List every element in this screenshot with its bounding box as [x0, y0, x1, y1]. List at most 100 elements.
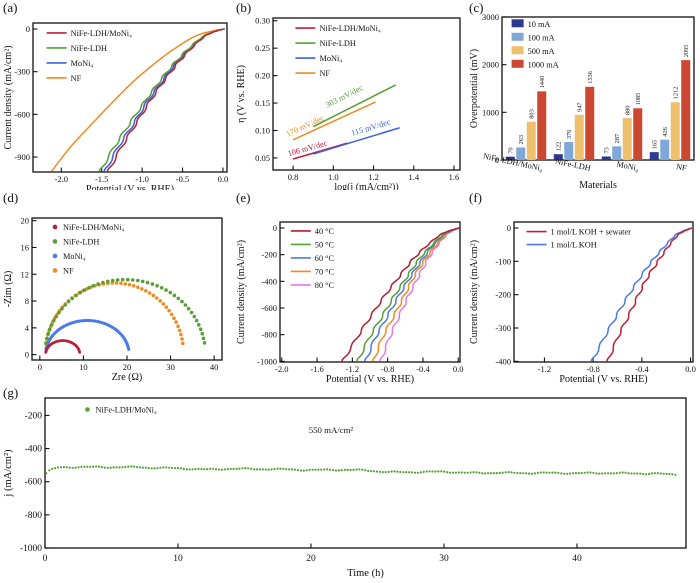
nyquist-dot-NiFe-LDH	[82, 288, 87, 292]
stability-dot	[399, 470, 402, 474]
stability-dot	[592, 471, 595, 474]
panel-f: (f) -1.2 -0.8 -0.4 0.0 0 -100 -200 -300 -400 Pote…	[466, 190, 699, 385]
y-axis-title: Current density (mA/cm²)	[469, 240, 480, 344]
stability-dot	[674, 473, 677, 476]
nyquist-dot-NiFe-LDH	[194, 318, 199, 323]
nyquist-dot-NF	[169, 312, 174, 317]
x-tick-label: -1.5	[95, 174, 108, 184]
y-tick-label: -200	[25, 411, 43, 421]
stability-dot	[454, 471, 457, 474]
y-tick-label: 20	[21, 216, 30, 226]
plot-frame	[31, 217, 223, 361]
y-tick-label: 0.25	[255, 43, 270, 53]
stability-dot	[355, 468, 358, 471]
stability-dot	[519, 472, 522, 475]
stability-dot	[642, 472, 645, 476]
y-tick-label: -900	[14, 152, 30, 162]
plot-frame	[272, 17, 461, 171]
y-tick-label: 0	[273, 223, 277, 233]
stability-dot	[364, 469, 367, 472]
panel-g: (g) 0 10 20 30 40 -200 -400 -600 -800 -1000 Time (…	[0, 385, 700, 583]
stability-dot	[574, 471, 578, 475]
nyquist-dot-NiFe-LDH	[49, 323, 54, 327]
stability-dot	[510, 471, 513, 474]
stability-dot	[428, 470, 431, 473]
stability-dot	[118, 466, 121, 469]
stability-dot	[440, 470, 443, 473]
y-tick-label: -400	[261, 276, 277, 286]
stability-dot	[334, 469, 338, 472]
stability-dot	[504, 471, 507, 474]
legend-label: 1000 mA	[528, 60, 559, 69]
stability-dot	[182, 467, 185, 471]
x-tick-label: 0.0	[453, 364, 464, 374]
stability-dot	[396, 470, 399, 473]
nyquist-dot-MoNi₄	[127, 347, 131, 351]
stability-dot	[282, 467, 285, 470]
nyquist-dot-NF	[181, 341, 185, 346]
stability-dot	[320, 468, 323, 471]
chart-overpotential-bars: 0 1000 2000 3000 Materials Overpotential (mV)…	[469, 12, 695, 190]
stability-dot	[238, 467, 241, 470]
stability-dot	[636, 472, 639, 475]
nyquist-dot-NiFe-LDH	[145, 280, 150, 285]
stability-dot	[273, 467, 276, 471]
stability-dot	[352, 468, 355, 471]
x-tick-label: 0.8	[288, 172, 299, 182]
y-tick-label: 0.15	[255, 98, 270, 108]
stability-dot	[54, 467, 57, 470]
legend-dot-swatch	[52, 239, 58, 244]
stability-dot	[405, 471, 408, 474]
nyquist-dot-NiFe-LDH	[200, 331, 205, 336]
stability-dot	[288, 468, 291, 471]
bar-value-label: 376	[566, 130, 573, 139]
nyquist-dot-NF	[123, 282, 127, 286]
stability-dot	[112, 466, 115, 469]
x-tick-label: -1.6	[310, 364, 323, 374]
stability-dot	[650, 472, 654, 475]
x-axis-title: log(j (mA/cm²))	[334, 182, 398, 190]
legend-label: 40 °C	[315, 227, 335, 236]
nyquist-dot-NiFe-LDH	[70, 296, 74, 301]
stability-dot	[533, 472, 537, 475]
x-tick-label: -0.4	[635, 364, 649, 374]
stability-dot	[410, 471, 414, 474]
bar-NiFe-LDH/MoNi₄-100 mA	[516, 147, 526, 160]
legend-square-swatch	[511, 46, 524, 55]
stability-dot	[668, 472, 671, 476]
y-tick-label: 1000	[482, 107, 499, 117]
nyquist-dot-NiFe-LDH	[48, 327, 52, 331]
chart-tafel: 0.8 1.0 1.2 1.4 1.6 0.05 0.10 0.15 0.20 0.25 0.30 l…	[236, 16, 461, 190]
legend-label: MoNi₄	[63, 252, 86, 261]
stability-dot	[419, 471, 422, 474]
y-tick-label: 12	[21, 269, 30, 279]
series-curve-60 °C	[364, 227, 460, 362]
stability-dot	[71, 466, 74, 469]
stability-dot	[595, 472, 598, 475]
legend-square-swatch	[511, 32, 524, 41]
legend-dot-swatch	[52, 224, 58, 230]
stability-dot	[171, 466, 174, 470]
stability-dot	[197, 467, 200, 470]
bar-NiFe-LDH/MoNi₄-1000 mA	[537, 91, 547, 160]
x-tick-label: 1.6	[449, 172, 460, 182]
stability-dot	[554, 471, 557, 474]
stability-dot	[232, 467, 235, 470]
bar-value-label: 1536	[587, 71, 594, 84]
stability-dot	[185, 468, 188, 471]
y-tick-label: -200	[261, 250, 277, 260]
x-axis-title: Potential (V vs. RHE)	[559, 374, 647, 385]
stability-dot	[402, 471, 405, 474]
stability-dot	[647, 472, 651, 476]
stability-dot	[659, 472, 662, 475]
legend-label: NiFe-LDH	[63, 237, 99, 246]
series-curve-MoNi₄	[103, 28, 225, 172]
stability-dot	[109, 466, 112, 469]
stability-dot	[291, 468, 294, 471]
stability-dot	[103, 466, 106, 469]
stability-dot	[179, 467, 182, 470]
stability-dot	[326, 468, 329, 471]
bar-category-label: NF	[675, 162, 688, 173]
stability-dot	[393, 470, 396, 473]
y-tick-label: -600	[25, 478, 43, 488]
